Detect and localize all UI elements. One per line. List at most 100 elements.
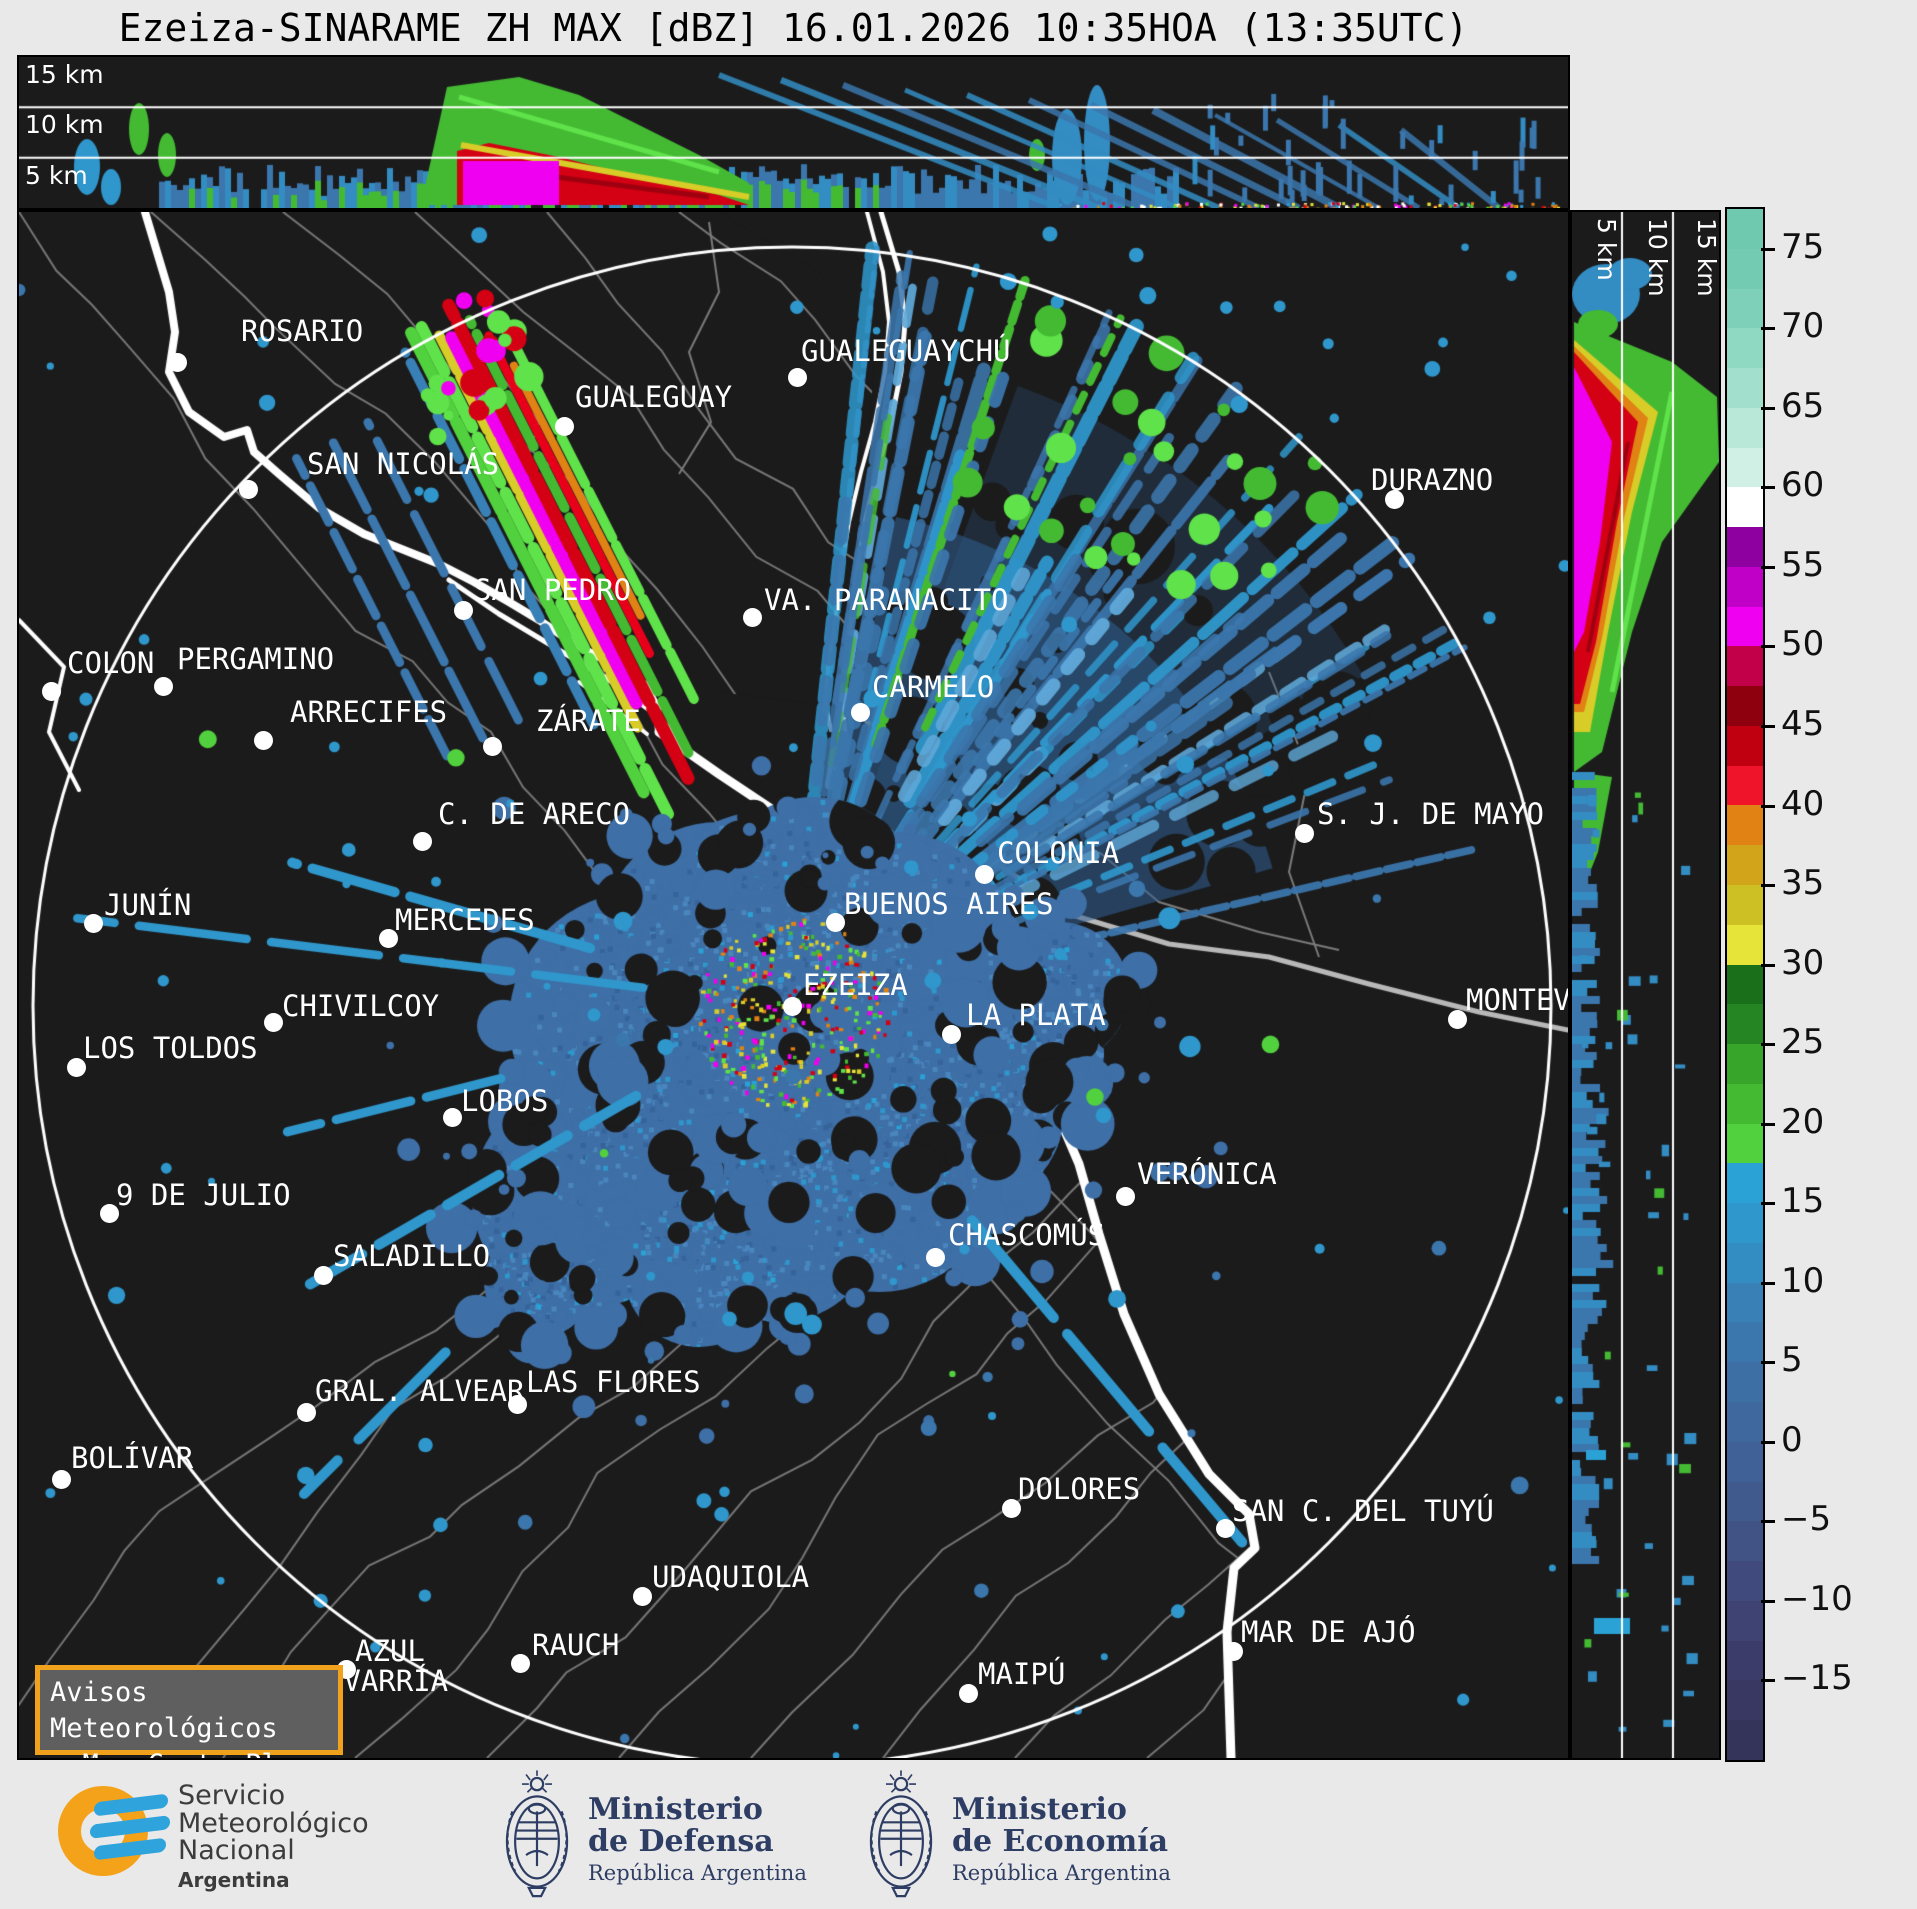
- altitude-label: 15 km: [25, 60, 104, 89]
- radar-map-panel: ROSARIO GUALEGUAYCHÚ GUALEGUAY SAN NICOLÁS S…: [17, 210, 1570, 1760]
- colorbar-segment: [1727, 1163, 1763, 1204]
- city-label: CHIVILCOY: [282, 989, 440, 1023]
- colorbar-segment: [1727, 1720, 1763, 1760]
- colorbar-tick: [1761, 1440, 1775, 1444]
- city-label: MAIPÚ: [978, 1657, 1066, 1691]
- vertical-cross-section-top: 15 km 10 km 5 km: [17, 55, 1570, 210]
- altitude-label: 10 km: [1643, 218, 1672, 297]
- city-dot: [959, 1684, 978, 1703]
- city-label: S. J. DE MAYO: [1317, 797, 1544, 831]
- colorbar-segment: [1727, 527, 1763, 567]
- city-dot: [154, 677, 173, 696]
- smn-line3: Nacional: [178, 1835, 295, 1867]
- coat-of-arms-icon: [869, 1770, 933, 1898]
- city-label: JUNÍN: [104, 888, 192, 922]
- colorbar-tick: [1761, 884, 1775, 888]
- city-label: VERÓNICA: [1137, 1157, 1277, 1191]
- city-label: BUENOS AIRES: [844, 887, 1054, 921]
- defensa-line3: República Argentina: [588, 1861, 807, 1885]
- city-label: PERGAMINO: [177, 642, 335, 676]
- city-dot: [508, 1395, 527, 1414]
- colorbar-tick-label: 15: [1781, 1181, 1825, 1222]
- colorbar-tick-label: 75: [1781, 226, 1825, 267]
- coat-of-arms-icon: [505, 1770, 569, 1898]
- city-label: MAR DE AJÓ: [1241, 1615, 1416, 1649]
- colorbar-segment: [1727, 1521, 1763, 1562]
- vertical-cross-section-right: 5 km 10 km 15 km: [1570, 210, 1721, 1760]
- city-dot: [443, 1108, 462, 1127]
- colorbar-segment: [1727, 805, 1763, 846]
- colorbar-segment: [1727, 606, 1763, 647]
- colorbar-segment: [1727, 1004, 1763, 1045]
- colorbar-tick-label: 10: [1781, 1260, 1825, 1301]
- city-dot: [67, 1058, 86, 1077]
- city-dot: [483, 737, 502, 756]
- colorbar-tick-label: 0: [1781, 1419, 1803, 1460]
- colorbar-segment: [1727, 1640, 1763, 1681]
- colorbar-segment: [1727, 1123, 1763, 1164]
- colorbar-segment: [1727, 964, 1763, 1005]
- smn-line1: Servicio: [178, 1780, 286, 1811]
- colorbar-segment: [1727, 1083, 1763, 1124]
- colorbar-tick-label: 35: [1781, 863, 1825, 904]
- colorbar-segment: [1727, 646, 1763, 687]
- colorbar-segment: [1727, 1362, 1763, 1402]
- colorbar-segment: [1727, 447, 1763, 488]
- colorbar-segment: [1727, 1441, 1763, 1482]
- colorbar-segment: [1727, 487, 1763, 528]
- altitude-label: 10 km: [25, 110, 104, 139]
- city-label: DURAZNO: [1371, 463, 1494, 497]
- colorbar-segment: [1727, 1401, 1763, 1442]
- colorbar-segment: [1727, 288, 1763, 329]
- city-dot: [168, 353, 187, 372]
- city-label: MERCEDES: [395, 903, 535, 937]
- colorbar-segment: [1727, 885, 1763, 925]
- city-dot: [413, 832, 432, 851]
- colorbar-tick: [1761, 1043, 1775, 1047]
- colorbar-tick: [1761, 1520, 1775, 1524]
- city-dot: [254, 731, 273, 750]
- colorbar-segment: [1727, 924, 1763, 965]
- colorbar-tick-label: 5: [1781, 1340, 1803, 1381]
- advisory-badge[interactable]: Avisos Meteorológicos a Muy Corto Plazo: [35, 1665, 343, 1758]
- city-label: COLONIA: [997, 836, 1120, 870]
- city-dot: [454, 601, 473, 620]
- smn-line2: Meteorológico: [178, 1807, 369, 1839]
- city-label: ROSARIO: [241, 314, 364, 348]
- city-dot: [1002, 1499, 1021, 1518]
- colorbar-tick: [1761, 1679, 1775, 1683]
- city-dot: [783, 997, 802, 1016]
- colorbar-segment: [1727, 1044, 1763, 1084]
- city-dot: [851, 703, 870, 722]
- city-label: SALADILLO: [333, 1239, 491, 1273]
- city-dot: [788, 368, 807, 387]
- top-cross-section-canvas: [19, 57, 1568, 208]
- colorbar-tick-label: 20: [1781, 1101, 1825, 1142]
- city-dot: [42, 682, 61, 701]
- smn-logo-text: Servicio Meteorológico Nacional Argentin…: [178, 1782, 369, 1892]
- colorbar-tick-label: 25: [1781, 1022, 1825, 1063]
- colorbar-tick: [1761, 645, 1775, 649]
- city-dot: [555, 417, 574, 436]
- city-label: VA. PARANACITO: [764, 583, 1009, 617]
- city-label: SAN C. DEL TUYÚ: [1232, 1494, 1494, 1528]
- economia-line3: República Argentina: [952, 1861, 1171, 1885]
- city-label: C. DE ARECO: [438, 797, 631, 831]
- colorbar-segment: [1727, 1600, 1763, 1641]
- colorbar-tick: [1761, 486, 1775, 490]
- economia-line2: de Economía: [952, 1823, 1169, 1859]
- colorbar-tick: [1761, 1281, 1775, 1285]
- city-dot: [1224, 1642, 1243, 1661]
- colorbar-segment: [1727, 1561, 1763, 1601]
- city-dot: [314, 1266, 333, 1285]
- page-title: Ezeiza-SINARAME ZH MAX [dBZ] 16.01.2026 …: [118, 6, 1469, 50]
- city-dot: [100, 1204, 119, 1223]
- colorbar-tick: [1761, 804, 1775, 808]
- colorbar-segment: [1727, 209, 1763, 249]
- city-dot: [1116, 1187, 1135, 1206]
- city-label: GUALEGUAY: [575, 380, 733, 414]
- colorbar-segment: [1727, 725, 1763, 766]
- colorbar-tick: [1761, 247, 1775, 251]
- city-label: COLON: [67, 646, 155, 680]
- city-label: CARMELO: [872, 670, 995, 704]
